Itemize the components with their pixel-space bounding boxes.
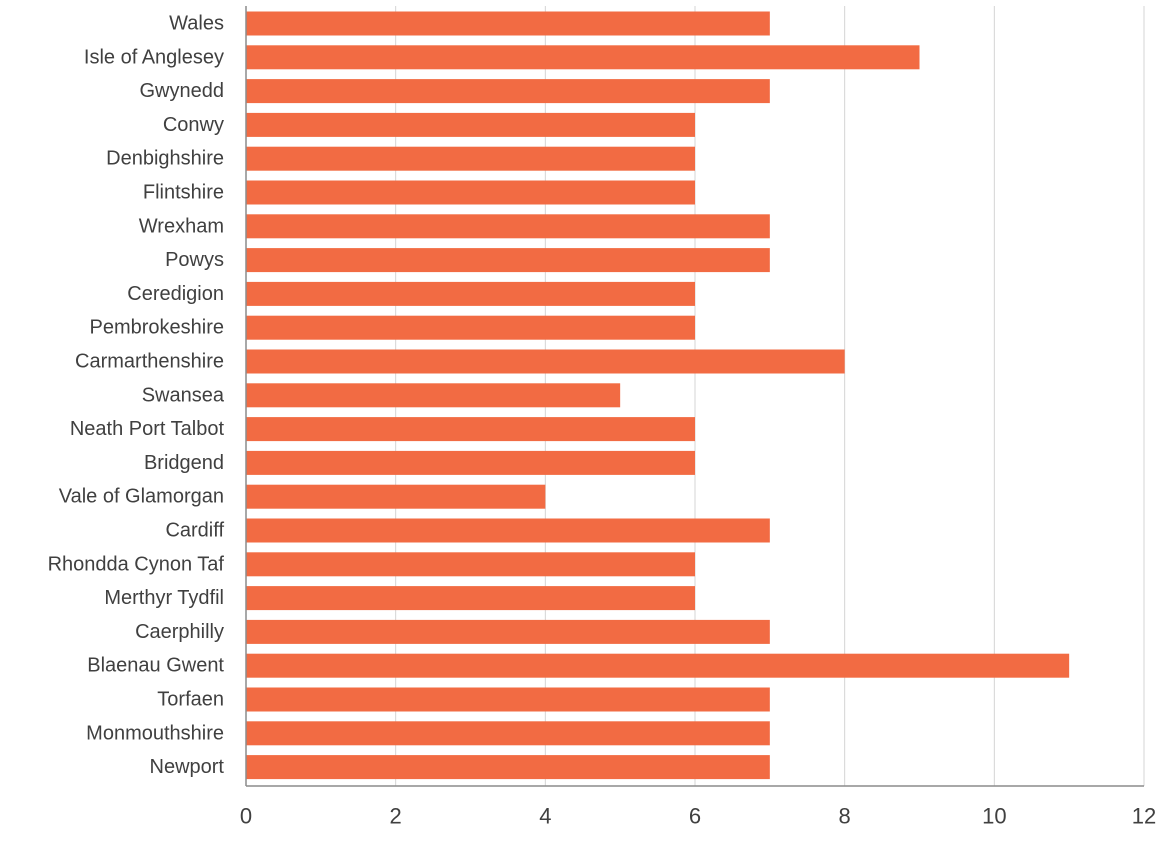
bar-wales bbox=[246, 11, 770, 36]
category-label: Rhondda Cynon Taf bbox=[48, 553, 225, 575]
x-tick-label: 6 bbox=[689, 804, 701, 829]
category-label: Torfaen bbox=[157, 689, 224, 711]
category-label: Bridgend bbox=[144, 452, 224, 474]
bar-blaenau-gwent bbox=[246, 653, 1070, 678]
bar-torfaen bbox=[246, 687, 770, 712]
bar-isle-of-anglesey bbox=[246, 45, 920, 70]
bar-neath-port-talbot bbox=[246, 417, 695, 442]
category-label: Cardiff bbox=[165, 520, 224, 542]
bars bbox=[246, 11, 1070, 780]
bar-ceredigion bbox=[246, 281, 695, 306]
bar-merthyr-tydfil bbox=[246, 586, 695, 611]
bar-monmouthshire bbox=[246, 721, 770, 746]
bar-newport bbox=[246, 755, 770, 780]
bar-denbighshire bbox=[246, 146, 695, 171]
category-labels: Wales Isle of Anglesey Gwynedd Conwy Denbigh… bbox=[48, 13, 225, 779]
x-tick-labels: 0 2 4 6 8 10 12 bbox=[240, 804, 1156, 829]
category-label: Blaenau Gwent bbox=[87, 655, 224, 677]
bar-cardiff bbox=[246, 518, 770, 543]
category-label: Flintshire bbox=[143, 182, 224, 204]
category-label: Vale of Glamorgan bbox=[59, 486, 224, 508]
category-label: Wrexham bbox=[139, 215, 224, 237]
bar-vale-of-glamorgan bbox=[246, 484, 546, 509]
category-label: Carmarthenshire bbox=[75, 351, 224, 373]
bar-gwynedd bbox=[246, 79, 770, 104]
bar-carmarthenshire bbox=[246, 349, 845, 374]
category-label: Powys bbox=[165, 249, 224, 271]
axes bbox=[245, 6, 1144, 787]
x-tick-label: 8 bbox=[839, 804, 851, 829]
x-tick-label: 12 bbox=[1132, 804, 1156, 829]
bar-bridgend bbox=[246, 450, 695, 475]
x-tick-label: 2 bbox=[390, 804, 402, 829]
category-label: Wales bbox=[169, 13, 224, 35]
category-label: Isle of Anglesey bbox=[84, 46, 224, 68]
bar-wrexham bbox=[246, 214, 770, 239]
category-label: Neath Port Talbot bbox=[70, 418, 225, 440]
x-tick-label: 10 bbox=[982, 804, 1006, 829]
bar-rhondda-cynon-taf bbox=[246, 552, 695, 577]
category-label: Conwy bbox=[163, 114, 224, 136]
category-label: Caerphilly bbox=[135, 621, 224, 643]
category-label: Newport bbox=[150, 756, 225, 778]
x-tick-label: 4 bbox=[539, 804, 551, 829]
bar-flintshire bbox=[246, 180, 695, 205]
bar-caerphilly bbox=[246, 619, 770, 644]
category-label: Monmouthshire bbox=[86, 722, 224, 744]
bar-powys bbox=[246, 248, 770, 273]
category-label: Swansea bbox=[142, 384, 225, 406]
category-label: Gwynedd bbox=[140, 80, 225, 102]
category-label: Merthyr Tydfil bbox=[104, 587, 224, 609]
category-label: Pembrokeshire bbox=[89, 317, 224, 339]
category-label: Denbighshire bbox=[106, 148, 224, 170]
bar-pembrokeshire bbox=[246, 315, 695, 340]
bar-conwy bbox=[246, 112, 695, 137]
bar-swansea bbox=[246, 383, 621, 408]
category-label: Ceredigion bbox=[127, 283, 224, 305]
x-tick-label: 0 bbox=[240, 804, 252, 829]
